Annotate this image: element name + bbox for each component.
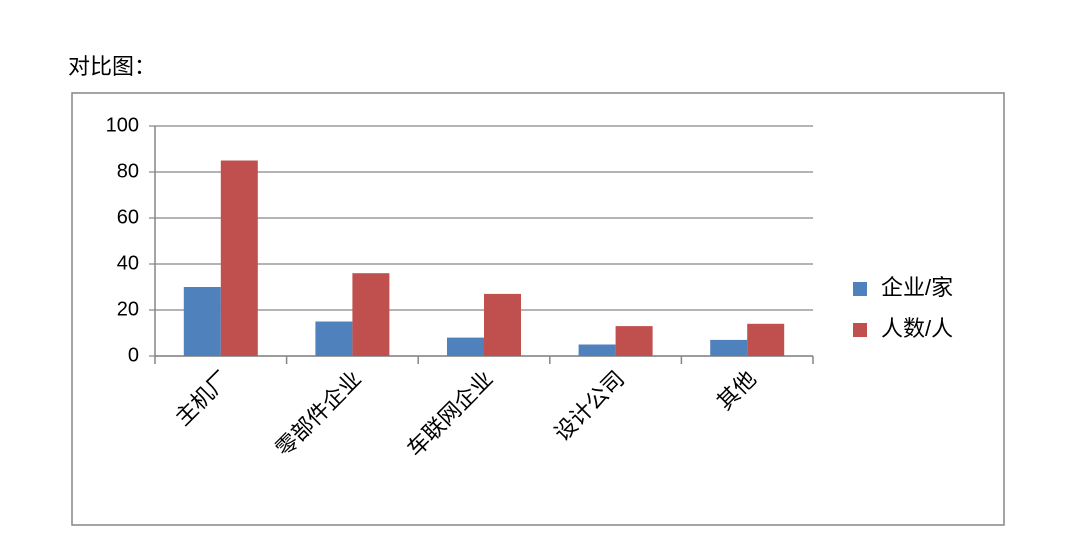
bar: [484, 293, 521, 356]
y-tick-label: 100: [106, 114, 139, 136]
y-tick-label: 80: [117, 160, 139, 182]
x-tick-label: 其他: [712, 366, 761, 415]
x-tick-label: 零部件企业: [271, 366, 366, 461]
legend-label: 企业/家: [881, 275, 953, 300]
bar: [183, 287, 221, 356]
y-tick-label: 0: [128, 344, 139, 366]
bar: [447, 337, 484, 356]
chart-frame: [71, 92, 1005, 526]
heading: 对比图：: [68, 54, 156, 79]
legend-label: 人数/人: [881, 316, 953, 341]
legend-swatch: [853, 323, 867, 337]
bar: [615, 326, 653, 356]
legend-swatch: [853, 282, 867, 296]
y-tick-label: 40: [117, 252, 139, 274]
x-tick-label: 设计公司: [549, 366, 629, 446]
x-tick-label: 车联网企业: [402, 366, 497, 461]
bar: [710, 339, 748, 356]
y-tick-label: 60: [117, 206, 139, 228]
bar: [578, 344, 616, 356]
bar: [747, 323, 785, 356]
y-tick-label: 20: [117, 298, 139, 320]
bar: [220, 160, 258, 356]
bar: [352, 273, 390, 356]
x-tick-label: 主机厂: [170, 366, 234, 430]
bar: [315, 321, 353, 356]
